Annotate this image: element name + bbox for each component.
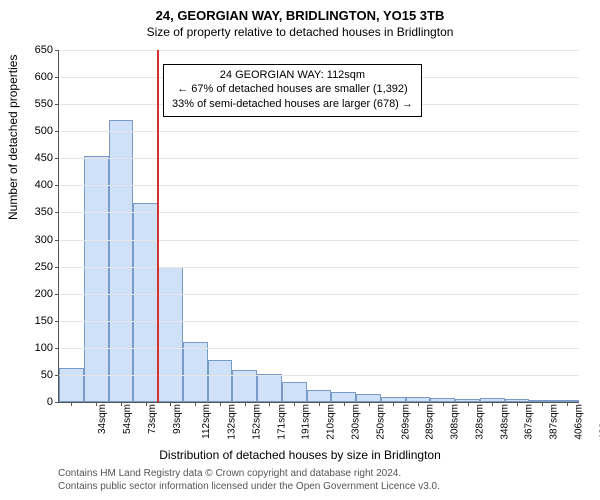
histogram-bar: [183, 342, 208, 402]
xtick-mark: [195, 402, 196, 406]
xtick-mark: [220, 402, 221, 406]
xtick-label: 230sqm: [351, 404, 362, 440]
histogram-bar: [282, 382, 307, 402]
xtick-label: 367sqm: [524, 404, 535, 440]
xtick-mark: [344, 402, 345, 406]
ytick-label: 450: [35, 152, 59, 164]
gridline: [59, 294, 579, 295]
ytick-label: 150: [35, 315, 59, 327]
info-box: 24 GEORGIAN WAY: 112sqm← 67% of detached…: [163, 64, 422, 118]
ytick-label: 600: [35, 71, 59, 83]
xtick-label: 210sqm: [326, 404, 337, 440]
xtick-mark: [393, 402, 394, 406]
y-axis-label: Number of detached properties: [6, 55, 20, 220]
ytick-label: 300: [35, 234, 59, 246]
xtick-mark: [294, 402, 295, 406]
xtick-label: 289sqm: [425, 404, 436, 440]
xtick-label: 406sqm: [573, 404, 584, 440]
xtick-label: 348sqm: [499, 404, 510, 440]
gridline: [59, 267, 579, 268]
xtick-label: 308sqm: [450, 404, 461, 440]
footer-attribution: Contains HM Land Registry data © Crown c…: [58, 468, 440, 493]
gridline: [59, 158, 579, 159]
ytick-label: 400: [35, 179, 59, 191]
xtick-mark: [369, 402, 370, 406]
gridline: [59, 321, 579, 322]
histogram-bar: [257, 374, 282, 402]
xtick-mark: [468, 402, 469, 406]
histogram-bar: [158, 267, 183, 402]
info-box-line: 24 GEORGIAN WAY: 112sqm: [172, 68, 413, 83]
x-axis-label: Distribution of detached houses by size …: [0, 448, 600, 462]
gridline: [59, 185, 579, 186]
xtick-mark: [319, 402, 320, 406]
histogram-bar: [331, 392, 356, 402]
gridline: [59, 375, 579, 376]
xtick-mark: [245, 402, 246, 406]
xtick-label: 54sqm: [122, 404, 133, 434]
gridline: [59, 50, 579, 51]
xtick-label: 171sqm: [276, 404, 287, 440]
xtick-mark: [492, 402, 493, 406]
xtick-mark: [418, 402, 419, 406]
xtick-mark: [170, 402, 171, 406]
gridline: [59, 131, 579, 132]
xtick-mark: [567, 402, 568, 406]
ytick-label: 50: [41, 369, 59, 381]
ytick-label: 100: [35, 342, 59, 354]
xtick-label: 387sqm: [549, 404, 560, 440]
xtick-mark: [71, 402, 72, 406]
xtick-label: 269sqm: [400, 404, 411, 440]
gridline: [59, 212, 579, 213]
xtick-mark: [146, 402, 147, 406]
chart-title: 24, GEORGIAN WAY, BRIDLINGTON, YO15 3TB: [0, 0, 600, 23]
histogram-bar: [356, 394, 381, 402]
xtick-label: 112sqm: [201, 404, 212, 439]
xtick-mark: [443, 402, 444, 406]
ytick-label: 500: [35, 125, 59, 137]
xtick-label: 191sqm: [301, 404, 312, 440]
histogram-bar: [208, 360, 233, 402]
chart-subtitle: Size of property relative to detached ho…: [0, 23, 600, 39]
xtick-mark: [517, 402, 518, 406]
ytick-label: 250: [35, 261, 59, 273]
xtick-label: 152sqm: [252, 404, 263, 440]
histogram-bar: [109, 120, 134, 402]
xtick-label: 132sqm: [227, 404, 238, 440]
plot-area: 0501001502002503003504004505005506006503…: [58, 50, 579, 403]
xtick-mark: [542, 402, 543, 406]
xtick-label: 250sqm: [375, 404, 386, 440]
xtick-mark: [269, 402, 270, 406]
xtick-label: 73sqm: [147, 404, 158, 434]
ytick-label: 550: [35, 98, 59, 110]
xtick-label: 34sqm: [97, 404, 108, 434]
ytick-label: 0: [47, 396, 59, 408]
ytick-label: 650: [35, 44, 59, 56]
xtick-mark: [121, 402, 122, 406]
xtick-label: 328sqm: [474, 404, 485, 440]
info-box-line: 33% of semi-detached houses are larger (…: [172, 97, 413, 112]
footer-line-2: Contains public sector information licen…: [58, 481, 440, 494]
footer-line-1: Contains HM Land Registry data © Crown c…: [58, 468, 440, 481]
histogram-bar: [307, 390, 332, 402]
histogram-bar: [133, 203, 158, 402]
info-box-line: ← 67% of detached houses are smaller (1,…: [172, 82, 413, 97]
histogram-bar: [84, 156, 109, 402]
xtick-mark: [96, 402, 97, 406]
histogram-bar: [59, 368, 84, 402]
gridline: [59, 348, 579, 349]
reference-line: [157, 50, 159, 402]
gridline: [59, 240, 579, 241]
ytick-label: 200: [35, 288, 59, 300]
ytick-label: 350: [35, 206, 59, 218]
xtick-label: 93sqm: [172, 404, 183, 434]
